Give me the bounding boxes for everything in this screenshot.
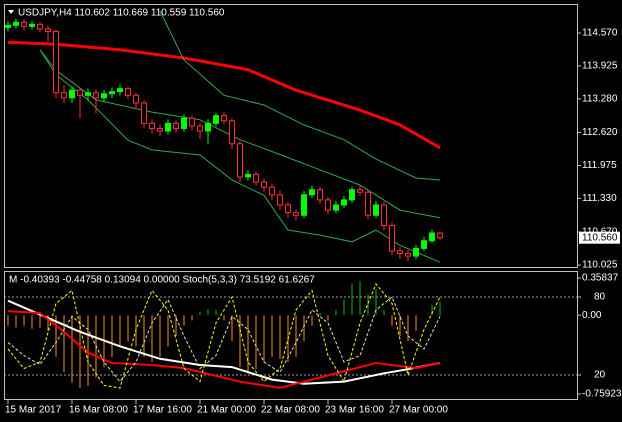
candle-body: [149, 122, 155, 129]
y-tick-label: 110.025: [582, 260, 618, 271]
candle-body: [373, 204, 379, 216]
macd-line: [7, 299, 441, 385]
x-tick-label: 21 Mar 00:00: [197, 405, 256, 416]
indicator-header: M -0.40393 -0.44758 0.13094 0.00000 Stoc…: [9, 275, 315, 286]
y-tick-label: 113.280: [582, 93, 618, 104]
x-tick-label: 27 Mar 00:00: [389, 405, 448, 416]
candle-body: [125, 88, 131, 96]
candle-body: [245, 173, 251, 178]
candle-body: [173, 122, 179, 129]
candle-body: [229, 120, 235, 145]
candle-body: [5, 24, 11, 28]
stochastic-line: [7, 283, 441, 389]
macd-line: [7, 310, 441, 389]
candle-body: [45, 28, 51, 32]
y2-tick-label: 80: [594, 292, 606, 303]
indicator-plot: [4, 280, 578, 389]
moving-average: [7, 40, 441, 150]
candle-body: [429, 232, 435, 242]
candle-body: [349, 189, 355, 201]
candle-body: [61, 92, 67, 99]
candle-body: [405, 253, 411, 257]
candle-body: [181, 117, 187, 129]
candle-body: [85, 92, 91, 96]
last-price-label: 110.560: [582, 232, 618, 243]
candle-body: [21, 21, 27, 27]
candle-body: [141, 102, 147, 124]
y-tick-label: 111.975: [582, 160, 617, 171]
y-tick-label: 113.925: [582, 61, 618, 72]
candle-body: [101, 93, 107, 99]
candle-body: [93, 92, 99, 99]
x-tick-label: 15 Mar 2017: [5, 405, 62, 416]
price-plot: [5, 10, 443, 263]
x-tick-label: 17 Mar 16:00: [133, 405, 192, 416]
candle-body: [293, 212, 299, 216]
candle-body: [165, 122, 171, 132]
candle-body: [157, 127, 163, 132]
candle-body: [109, 91, 115, 95]
candle-body: [365, 191, 371, 216]
y2-tick-label: 20: [594, 370, 606, 381]
x-tick-label: 22 Mar 08:00: [261, 405, 320, 416]
candle-body: [189, 117, 195, 127]
candle-body: [197, 125, 203, 132]
candle-body: [437, 232, 443, 239]
candle-body: [325, 199, 331, 211]
candle-body: [301, 194, 307, 216]
candle-body: [77, 89, 83, 96]
candle-body: [269, 186, 275, 196]
x-tick-label: 23 Mar 16:00: [325, 405, 384, 416]
y-tick-label: -0.75923: [582, 389, 622, 400]
candle-body: [205, 122, 211, 132]
candle-body: [221, 115, 227, 122]
candle-body: [413, 247, 419, 257]
candle-body: [333, 204, 339, 211]
price-header: USDJPY,H4 110.602 110.669 110.559 110.56…: [18, 8, 225, 19]
candle-body: [309, 189, 315, 196]
band: [39, 49, 441, 263]
dropdown-icon[interactable]: [8, 10, 14, 14]
candle-body: [357, 189, 363, 193]
stochastic-line: [7, 296, 441, 383]
y-tick-label: 112.620: [582, 127, 618, 138]
y-tick-label: 111.330: [582, 193, 617, 204]
last-price-box: [579, 231, 620, 244]
candle-body: [421, 240, 427, 249]
candle-body: [381, 204, 387, 226]
candle-body: [261, 181, 267, 188]
candle-body: [285, 204, 291, 214]
band: [159, 10, 441, 181]
x-tick-label: 16 Mar 08:00: [69, 405, 128, 416]
candle-body: [317, 189, 323, 201]
y-tick-label: 0.35837: [582, 273, 619, 284]
candle-body: [133, 94, 139, 104]
price-frame: [4, 4, 578, 268]
candle-body: [29, 23, 35, 27]
y-tick-label: 114.570: [582, 28, 618, 39]
candle-body: [397, 250, 403, 255]
candle-body: [213, 115, 219, 124]
candle-body: [53, 30, 59, 94]
candle-body: [237, 143, 243, 178]
candle-body: [341, 199, 347, 206]
candle-body: [277, 194, 283, 206]
candle-body: [69, 89, 75, 99]
candle-body: [117, 88, 123, 93]
candle-body: [253, 173, 259, 183]
candle-body: [13, 21, 19, 26]
candle-body: [37, 23, 43, 30]
y-tick-label: 0.00: [582, 310, 602, 321]
candle-body: [389, 224, 395, 252]
indicator-frame: [4, 271, 578, 400]
